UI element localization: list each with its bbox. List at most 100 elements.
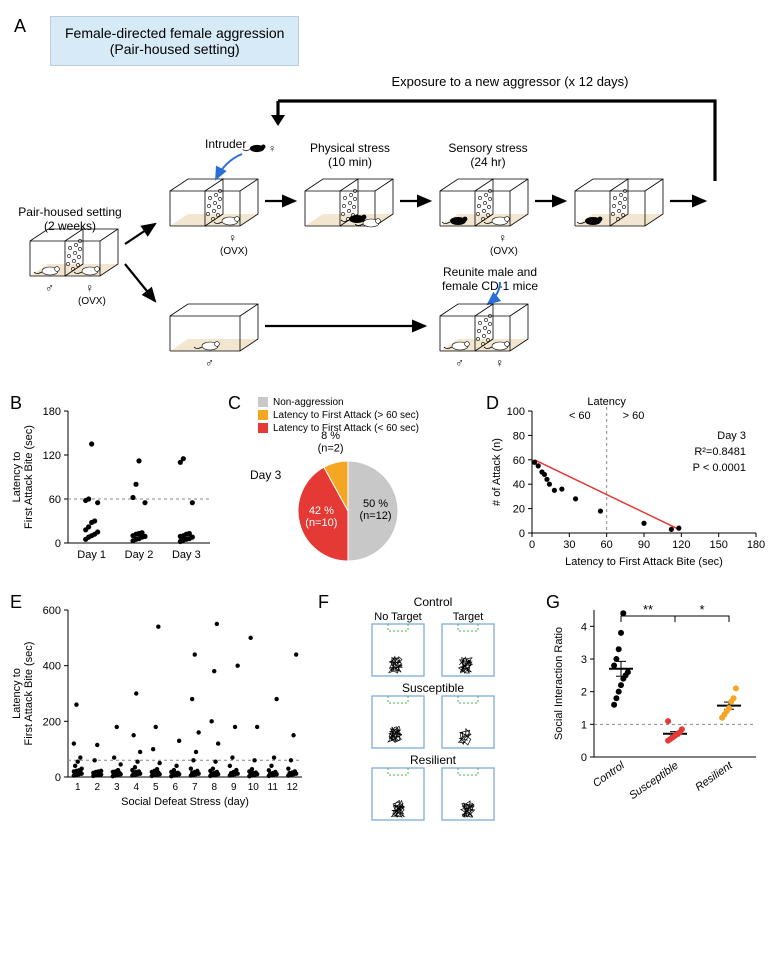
svg-text:Resilient: Resilient <box>410 753 457 767</box>
svg-text:Day 3: Day 3 <box>172 549 201 561</box>
svg-text:4: 4 <box>133 782 139 793</box>
svg-text:11: 11 <box>268 782 279 793</box>
svg-text:(OVX): (OVX) <box>490 246 518 257</box>
svg-text:Latency to First Attack (< 60: Latency to First Attack (< 60 sec) <box>273 423 419 434</box>
svg-text:**: ** <box>643 602 653 617</box>
panel-f-label: F <box>318 592 329 613</box>
svg-text:♀: ♀ <box>268 143 276 155</box>
svg-text:Non-aggression: Non-aggression <box>273 397 344 408</box>
svg-text:3: 3 <box>581 654 587 666</box>
svg-text:60: 60 <box>49 494 61 506</box>
svg-text:Resilient: Resilient <box>693 759 735 794</box>
svg-text:R²=0.8481: R²=0.8481 <box>694 446 746 458</box>
svg-text:8: 8 <box>211 782 217 793</box>
svg-text:120: 120 <box>672 539 690 551</box>
panel-c-label: C <box>228 393 241 414</box>
svg-text:(OVX): (OVX) <box>78 296 106 307</box>
svg-text:Day 2: Day 2 <box>125 549 154 561</box>
svg-text:1: 1 <box>75 782 81 793</box>
svg-text:20: 20 <box>513 504 525 516</box>
panel-e-label: E <box>10 592 22 613</box>
svg-text:0: 0 <box>581 752 587 764</box>
panel-a-title-text: Female-directed female aggression(Pair-h… <box>65 25 284 57</box>
svg-text:♂: ♂ <box>205 356 214 370</box>
exposure-label: Exposure to a new aggressor (x 12 days) <box>391 74 628 89</box>
svg-text:100: 100 <box>507 406 525 418</box>
svg-text:Sensory stress(24 hr): Sensory stress(24 hr) <box>448 141 527 169</box>
svg-text:Susceptible: Susceptible <box>627 760 680 802</box>
svg-text:0: 0 <box>519 528 525 540</box>
svg-text:♀: ♀ <box>495 356 504 370</box>
svg-text:12: 12 <box>287 782 299 793</box>
svg-text:150: 150 <box>709 539 727 551</box>
svg-text:Reunite male andfemale CD-1 mi: Reunite male andfemale CD-1 mice <box>442 265 538 293</box>
svg-text:10: 10 <box>248 782 260 793</box>
svg-text:Day 3: Day 3 <box>250 468 282 482</box>
panel-a-label: A <box>14 16 26 37</box>
svg-text:6: 6 <box>172 782 178 793</box>
svg-text:No Target: No Target <box>374 611 422 623</box>
svg-text:60: 60 <box>601 539 613 551</box>
svg-text:8 %(n=2): 8 %(n=2) <box>318 430 344 454</box>
svg-text:90: 90 <box>638 539 650 551</box>
panel-f-tracks: Control No Target Target Susceptible Resilie… <box>318 592 538 822</box>
svg-text:Day 3: Day 3 <box>717 430 746 442</box>
svg-text:5: 5 <box>153 782 159 793</box>
svg-text:60: 60 <box>513 455 525 467</box>
svg-text:(OVX): (OVX) <box>220 246 248 257</box>
svg-text:30: 30 <box>563 539 575 551</box>
panel-c-chart: Non-aggression Latency to First Attack (>… <box>228 393 478 573</box>
svg-text:Control: Control <box>414 595 453 609</box>
svg-text:2: 2 <box>581 687 587 699</box>
svg-text:0: 0 <box>55 772 61 784</box>
svg-text:3: 3 <box>114 782 120 793</box>
svg-text:Latency to First Attack (> 60: Latency to First Attack (> 60 sec) <box>273 410 419 421</box>
svg-text:42 %(n=10): 42 %(n=10) <box>305 505 337 529</box>
svg-text:120: 120 <box>43 450 61 462</box>
svg-text:180: 180 <box>43 406 61 418</box>
svg-text:Intruder: Intruder <box>205 137 246 151</box>
svg-text:> 60: > 60 <box>623 410 645 422</box>
svg-text:80: 80 <box>513 430 525 442</box>
svg-text:0: 0 <box>529 539 535 551</box>
svg-text:Social Defeat Stress (day): Social Defeat Stress (day) <box>121 796 249 808</box>
svg-text:2: 2 <box>94 782 100 793</box>
svg-text:4: 4 <box>581 621 587 633</box>
svg-text:Latency: Latency <box>587 396 626 408</box>
svg-text:Susceptible: Susceptible <box>402 681 464 695</box>
svg-text:180: 180 <box>747 539 765 551</box>
panel-e-chart: 0200400600123456789101112Social Defeat S… <box>10 592 310 822</box>
svg-text:50 %(n=12): 50 %(n=12) <box>359 498 391 522</box>
panel-d-chart: 0 20 40 60 80 100 0 30 60 90 120 150 180 Latency < 60 >… <box>486 393 766 573</box>
svg-text:♂: ♂ <box>455 356 464 370</box>
svg-text:0: 0 <box>55 538 61 550</box>
svg-text:200: 200 <box>43 716 61 728</box>
svg-text:♀: ♀ <box>85 281 94 295</box>
svg-text:Control: Control <box>591 759 627 789</box>
svg-text:600: 600 <box>43 605 61 617</box>
svg-text:♂: ♂ <box>45 281 54 295</box>
svg-text:*: * <box>699 602 704 617</box>
panel-a-title: Female-directed female aggression(Pair-h… <box>50 16 299 66</box>
svg-text:# of Attack (n): # of Attack (n) <box>491 438 503 506</box>
svg-text:400: 400 <box>43 661 61 673</box>
svg-text:Target: Target <box>453 611 484 623</box>
svg-text:Physical stress(10 min): Physical stress(10 min) <box>310 141 390 169</box>
panel-b-chart: 0 60 120 180 Day 1 Day 2 Day 3 Latency toFirst … <box>10 393 220 573</box>
panel-b-label: B <box>10 393 22 414</box>
svg-text:9: 9 <box>231 782 237 793</box>
svg-text:♀: ♀ <box>498 231 507 245</box>
svg-text:< 60: < 60 <box>569 410 591 422</box>
svg-text:Latency toFirst Attack Bite (s: Latency toFirst Attack Bite (sec) <box>11 425 35 529</box>
panel-g-chart: 01234ControlSusceptibleResilient***Socia… <box>546 592 766 822</box>
svg-text:P < 0.0001: P < 0.0001 <box>693 462 746 474</box>
svg-text:Day 1: Day 1 <box>77 549 106 561</box>
svg-text:♀: ♀ <box>228 231 237 245</box>
svg-text:Latency to First Attack Bite (: Latency to First Attack Bite (sec) <box>565 556 723 568</box>
svg-text:Latency toFirst Attack Bite (s: Latency toFirst Attack Bite (sec) <box>11 642 35 746</box>
svg-text:40: 40 <box>513 479 525 491</box>
panel-d-label: D <box>486 393 499 414</box>
panel-a-diagram: Exposure to a new aggressor (x 12 days) … <box>10 66 760 386</box>
svg-text:1: 1 <box>581 719 587 731</box>
svg-text:Social Interaction Ratio: Social Interaction Ratio <box>553 627 565 740</box>
